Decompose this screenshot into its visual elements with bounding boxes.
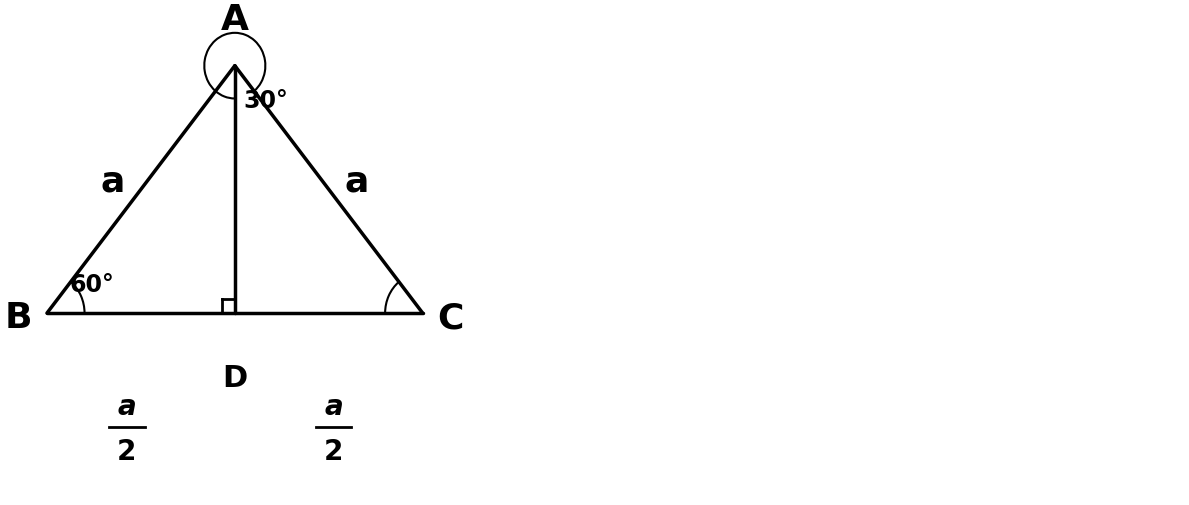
Text: C: C xyxy=(438,301,464,335)
Text: values of the: values of the xyxy=(677,102,982,144)
Text: a: a xyxy=(118,392,137,421)
Text: B: B xyxy=(5,301,32,335)
Text: a: a xyxy=(101,165,125,199)
Text: A: A xyxy=(221,3,249,37)
Text: a: a xyxy=(325,392,342,421)
Text: a: a xyxy=(345,165,369,199)
Text: functions of 30°: functions of 30° xyxy=(642,231,1017,274)
Text: crosswise with: crosswise with xyxy=(656,361,1002,403)
Text: 2: 2 xyxy=(118,438,137,466)
Text: Complete the table: Complete the table xyxy=(604,37,1055,80)
Text: 2: 2 xyxy=(323,438,344,466)
Text: and 60° in a ½: and 60° in a ½ xyxy=(660,296,999,338)
Text: 60°: 60° xyxy=(69,273,114,297)
Text: solution.: solution. xyxy=(726,425,932,468)
Text: 30°: 30° xyxy=(243,89,288,113)
Text: trigonometric: trigonometric xyxy=(668,167,990,209)
Text: D: D xyxy=(222,364,247,393)
